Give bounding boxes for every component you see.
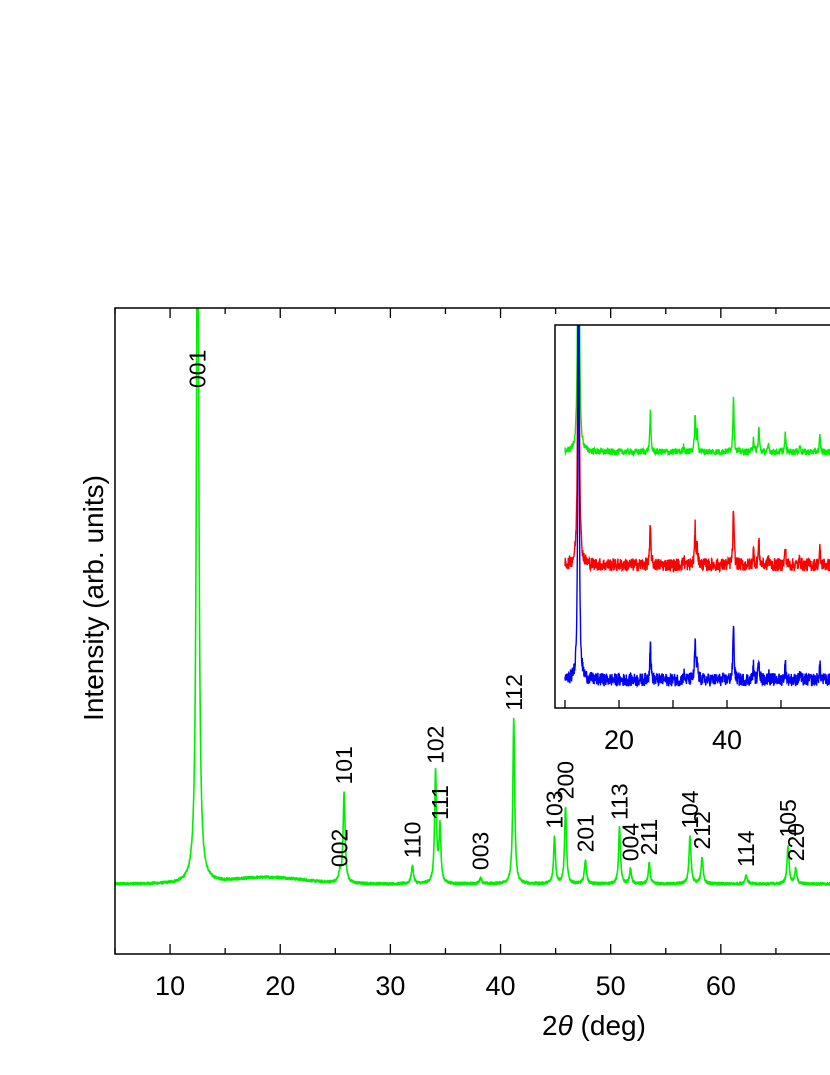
y-axis-label: Intensity (arb. units) (78, 475, 109, 721)
peak-label: 004 (618, 823, 644, 862)
x-tick-label: 60 (706, 971, 736, 1001)
peak-label: 001 (185, 350, 211, 388)
peak-label: 111 (427, 785, 453, 820)
main-series-group (115, 308, 830, 886)
peak-label: 220 (783, 823, 809, 861)
x-tick-label: 40 (486, 971, 516, 1001)
peak-label: 103 (542, 790, 568, 828)
peak-label: 114 (733, 830, 759, 867)
peak-label: 101 (331, 746, 357, 784)
x-axis-label-suffix: (deg) (573, 1010, 646, 1041)
peak-label: 201 (572, 814, 598, 852)
peak-label: 002 (327, 829, 353, 867)
series-green-pattern (115, 308, 830, 886)
x-axis-label: 2θ (deg) (542, 1010, 646, 1041)
peak-label: 003 (468, 832, 494, 870)
peak-label: 211 (636, 819, 662, 856)
inset-x-tick-label: 20 (604, 725, 634, 755)
peak-label: 212 (689, 811, 715, 849)
inset-frame (554, 324, 830, 709)
x-axis-ticks (114, 308, 777, 954)
inset-series-line (564, 325, 830, 574)
inset-x-tick-label: 40 (712, 725, 742, 755)
peak-label: 102 (423, 726, 449, 764)
peak-labels: 0010021011101021110031121032002011130042… (185, 350, 809, 870)
peak-label: 112 (501, 674, 527, 711)
x-tick-label: 30 (375, 971, 405, 1001)
inset-series-line (564, 325, 830, 689)
inset-x-ticks (564, 700, 782, 708)
peak-label: 113 (607, 783, 633, 820)
inset-series-group (564, 325, 830, 689)
x-tick-label: 50 (596, 971, 626, 1001)
inset-panel: 20 40 (554, 324, 830, 755)
x-axis-label-symbol: θ (558, 1010, 573, 1041)
plot-frame (114, 307, 830, 955)
x-tick-label: 10 (155, 971, 185, 1001)
peak-label: 105 (775, 799, 801, 837)
peak-label: 104 (677, 790, 703, 829)
x-axis-label-prefix: 2 (542, 1010, 558, 1041)
x-axis-tick-labels: 10 20 30 40 50 60 (155, 971, 736, 1001)
peak-label: 200 (553, 761, 579, 799)
inset-series-line (564, 325, 830, 458)
inset-x-tick-labels: 20 40 (604, 725, 742, 755)
inset-background (555, 325, 830, 708)
peak-label: 110 (399, 822, 425, 859)
x-tick-label: 20 (265, 971, 295, 1001)
